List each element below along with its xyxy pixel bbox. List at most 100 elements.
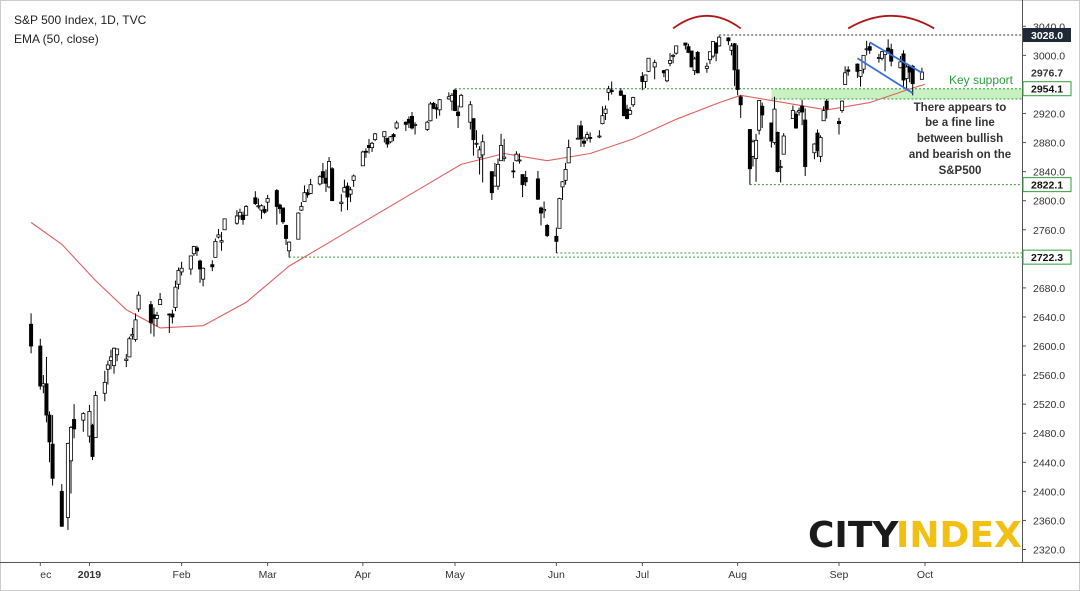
candle xyxy=(855,63,860,78)
candle xyxy=(253,191,258,206)
candle xyxy=(499,133,504,162)
price-tag-label: 2722.3 xyxy=(1031,252,1063,264)
candle xyxy=(471,118,476,156)
candle xyxy=(170,309,175,324)
candle-body-down xyxy=(738,96,743,106)
candle-body-down xyxy=(253,197,258,204)
candle-body-down xyxy=(588,137,593,139)
candle-body-down xyxy=(800,105,805,113)
candle xyxy=(803,108,808,176)
candle xyxy=(148,300,153,334)
candle-body-up xyxy=(259,205,264,211)
y-tick-label: 2680.0 xyxy=(1033,283,1065,295)
candle-body-up xyxy=(646,57,651,72)
candle-body-up xyxy=(674,45,679,54)
candle-body-up xyxy=(93,395,98,438)
price-tags: 3028.0 2976.7 2954.1 2822.1 2722.3 xyxy=(1022,28,1072,265)
candle-body-down xyxy=(582,140,587,144)
candle xyxy=(241,211,246,225)
candle-body-up xyxy=(499,145,504,162)
candle xyxy=(391,133,396,142)
candle xyxy=(302,185,307,202)
candle xyxy=(38,338,43,390)
candle-body-down xyxy=(148,304,153,324)
candle xyxy=(671,53,676,64)
candle xyxy=(781,133,786,155)
candle xyxy=(87,404,92,443)
y-tick-label: 2880.0 xyxy=(1033,138,1065,150)
candle-body-down xyxy=(760,105,765,116)
candle xyxy=(760,102,765,129)
candle-body-up xyxy=(388,136,393,143)
candle xyxy=(563,162,568,185)
candle-body-up xyxy=(671,54,676,57)
candle xyxy=(821,106,826,122)
time-axis: ec 2019 Feb Mar Apr May Jun Jul Aug Sep Oct xyxy=(39,562,933,581)
y-tick-label: 2440.0 xyxy=(1033,457,1065,469)
candle-body-up xyxy=(904,66,909,80)
candle-body-up xyxy=(778,166,783,168)
candle-body-down xyxy=(59,490,64,527)
candle-body-up xyxy=(370,142,375,149)
candle-body-up xyxy=(821,110,826,122)
candle-body-up xyxy=(155,315,160,319)
y-tick-label: 2480.0 xyxy=(1033,428,1065,440)
x-tick-label: ec xyxy=(40,569,51,581)
annotation-layer xyxy=(672,14,935,94)
candle-body-up xyxy=(413,123,418,126)
candle xyxy=(480,134,485,183)
note-line-5: S&P500 xyxy=(939,165,982,177)
price-tag: 3028.0 xyxy=(1023,28,1071,42)
candle xyxy=(308,178,313,195)
candle xyxy=(843,66,848,85)
y-tick-label: 2640.0 xyxy=(1033,312,1065,324)
price-tag: 2954.1 xyxy=(1022,81,1072,97)
indicator-label: EMA (50, close) xyxy=(14,32,99,46)
candle xyxy=(578,120,583,147)
candle xyxy=(320,162,325,184)
candle-body-down xyxy=(511,170,516,173)
candle-body-down xyxy=(320,171,325,178)
price-tag: 2822.1 xyxy=(1022,177,1072,193)
price-tag-box xyxy=(1022,249,1072,265)
candle xyxy=(425,120,430,131)
candle xyxy=(65,442,70,530)
candle xyxy=(72,404,77,439)
candle-body-up xyxy=(560,181,565,188)
candle xyxy=(124,354,129,368)
candle-body-down xyxy=(280,207,285,223)
candle xyxy=(726,37,731,46)
candle-body-up xyxy=(597,135,602,138)
candle xyxy=(59,484,64,527)
candle xyxy=(704,62,709,73)
candle xyxy=(296,212,301,240)
candle-body-up xyxy=(176,270,181,285)
price-tag-box xyxy=(1022,177,1072,193)
candle-body-down xyxy=(695,52,700,74)
candle-body-up xyxy=(394,122,399,129)
cityindex-logo: CITY INDEX xyxy=(808,515,1022,556)
x-tick-label: 2019 xyxy=(78,569,102,581)
note-text: There appears to be a fine line between … xyxy=(909,102,1011,177)
candle-body-down xyxy=(618,90,623,96)
y-tick-label: 2520.0 xyxy=(1033,399,1065,411)
candle xyxy=(818,135,823,163)
candle xyxy=(428,101,433,122)
candle-body-up xyxy=(652,62,657,68)
candle-body-down xyxy=(391,134,396,138)
candle-body-down xyxy=(262,209,267,213)
y-tick-label: 2600.0 xyxy=(1033,341,1065,353)
candle-body-up xyxy=(382,131,387,138)
candle xyxy=(173,280,178,312)
candle-body-up xyxy=(437,99,442,111)
candle xyxy=(394,120,399,130)
candle-body-up xyxy=(287,241,292,252)
candle-body-up xyxy=(643,74,648,82)
candle xyxy=(431,101,436,110)
candle-body-up xyxy=(468,104,473,123)
candle-body-up xyxy=(219,240,224,243)
candle-body-up xyxy=(496,163,501,187)
candle xyxy=(542,201,547,219)
candle-body-up xyxy=(216,234,221,238)
candle-body-down xyxy=(274,190,279,207)
